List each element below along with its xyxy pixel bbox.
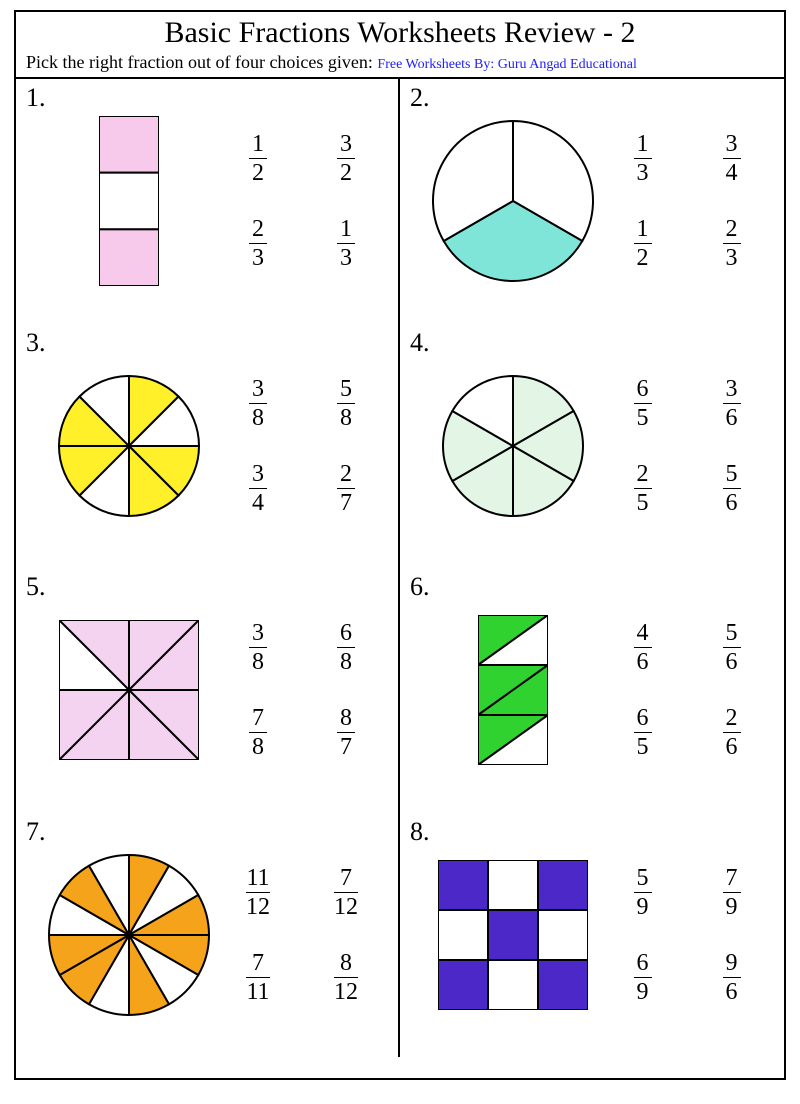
fraction-shape	[428, 361, 598, 531]
fraction-choice[interactable]: 711	[246, 951, 269, 1004]
choices-grid: 46 56 65 26	[598, 605, 776, 775]
fraction-choice[interactable]: 96	[723, 951, 741, 1004]
fraction-shape	[44, 850, 214, 1020]
problem-cell: 5. 38 68 78 87	[16, 568, 400, 813]
worksheet-page: Basic Fractions Worksheets Review - 2 Pi…	[0, 0, 800, 1104]
fraction-choice[interactable]: 13	[337, 217, 355, 270]
fraction-choice[interactable]: 38	[249, 377, 267, 430]
fraction-choice[interactable]: 56	[723, 462, 741, 515]
fraction-choice[interactable]: 65	[634, 377, 652, 430]
fraction-choice[interactable]: 23	[723, 217, 741, 270]
fraction-choice[interactable]: 12	[634, 217, 652, 270]
choices-grid: 13 34 12 23	[598, 116, 776, 286]
problem-cell: 4. 65 36 25 56	[400, 324, 784, 569]
fraction-choice[interactable]: 56	[723, 621, 741, 674]
choices-grid: 12 32 23 13	[214, 116, 390, 286]
problem-cell: 2. 13 34 12 23	[400, 79, 784, 324]
fraction-choice[interactable]: 712	[334, 866, 358, 919]
problem-number: 5.	[26, 572, 46, 602]
problem-cell: 1. 12 32 23 13	[16, 79, 400, 324]
problem-cell: 7. 1112 712 711 812	[16, 813, 400, 1058]
fraction-choice[interactable]: 58	[337, 377, 355, 430]
fraction-choice[interactable]: 1112	[246, 866, 270, 919]
worksheet-frame: Basic Fractions Worksheets Review - 2 Pi…	[14, 10, 786, 1080]
fraction-choice[interactable]: 26	[723, 706, 741, 759]
problem-grid: 1. 12 32 23 13 2. 13 34 12 23 3. 38 58 34 27 4. 6…	[16, 77, 784, 1057]
fraction-choice[interactable]: 79	[723, 866, 741, 919]
instruction-text: Pick the right fraction out of four choi…	[26, 52, 373, 72]
fraction-shape	[428, 116, 598, 286]
choices-grid: 59 79 69 96	[598, 850, 776, 1020]
fraction-choice[interactable]: 46	[634, 621, 652, 674]
page-title: Basic Fractions Worksheets Review - 2	[16, 16, 784, 50]
fraction-choice[interactable]: 34	[723, 132, 741, 185]
fraction-shape	[44, 605, 214, 775]
fraction-choice[interactable]: 36	[723, 377, 741, 430]
choices-grid: 38 58 34 27	[214, 361, 390, 531]
fraction-choice[interactable]: 12	[249, 132, 267, 185]
fraction-choice[interactable]: 78	[249, 706, 267, 759]
instruction-row: Pick the right fraction out of four choi…	[16, 52, 784, 77]
fraction-choice[interactable]: 65	[634, 706, 652, 759]
choices-grid: 38 68 78 87	[214, 605, 390, 775]
fraction-choice[interactable]: 25	[634, 462, 652, 515]
fraction-choice[interactable]: 34	[249, 462, 267, 515]
fraction-shape	[428, 605, 598, 775]
fraction-choice[interactable]: 32	[337, 132, 355, 185]
problem-number: 3.	[26, 328, 46, 358]
fraction-choice[interactable]: 13	[634, 132, 652, 185]
choices-grid: 65 36 25 56	[598, 361, 776, 531]
problem-cell: 3. 38 58 34 27	[16, 324, 400, 569]
fraction-shape	[428, 850, 598, 1020]
problem-number: 1.	[26, 83, 46, 113]
problem-number: 6.	[410, 572, 430, 602]
problem-number: 7.	[26, 817, 46, 847]
fraction-choice[interactable]: 87	[337, 706, 355, 759]
choices-grid: 1112 712 711 812	[214, 850, 390, 1020]
fraction-shape	[44, 116, 214, 286]
fraction-choice[interactable]: 59	[634, 866, 652, 919]
problem-cell: 6. 46 56 65 26	[400, 568, 784, 813]
problem-number: 8.	[410, 817, 430, 847]
fraction-choice[interactable]: 23	[249, 217, 267, 270]
fraction-choice[interactable]: 69	[634, 951, 652, 1004]
problem-cell: 8. 59 79 69 96	[400, 813, 784, 1058]
fraction-shape	[44, 361, 214, 531]
problem-number: 4.	[410, 328, 430, 358]
fraction-choice[interactable]: 27	[337, 462, 355, 515]
fraction-choice[interactable]: 68	[337, 621, 355, 674]
fraction-choice[interactable]: 812	[334, 951, 358, 1004]
problem-number: 2.	[410, 83, 430, 113]
credit-link[interactable]: Free Worksheets By: Guru Angad Education…	[377, 57, 637, 72]
fraction-choice[interactable]: 38	[249, 621, 267, 674]
